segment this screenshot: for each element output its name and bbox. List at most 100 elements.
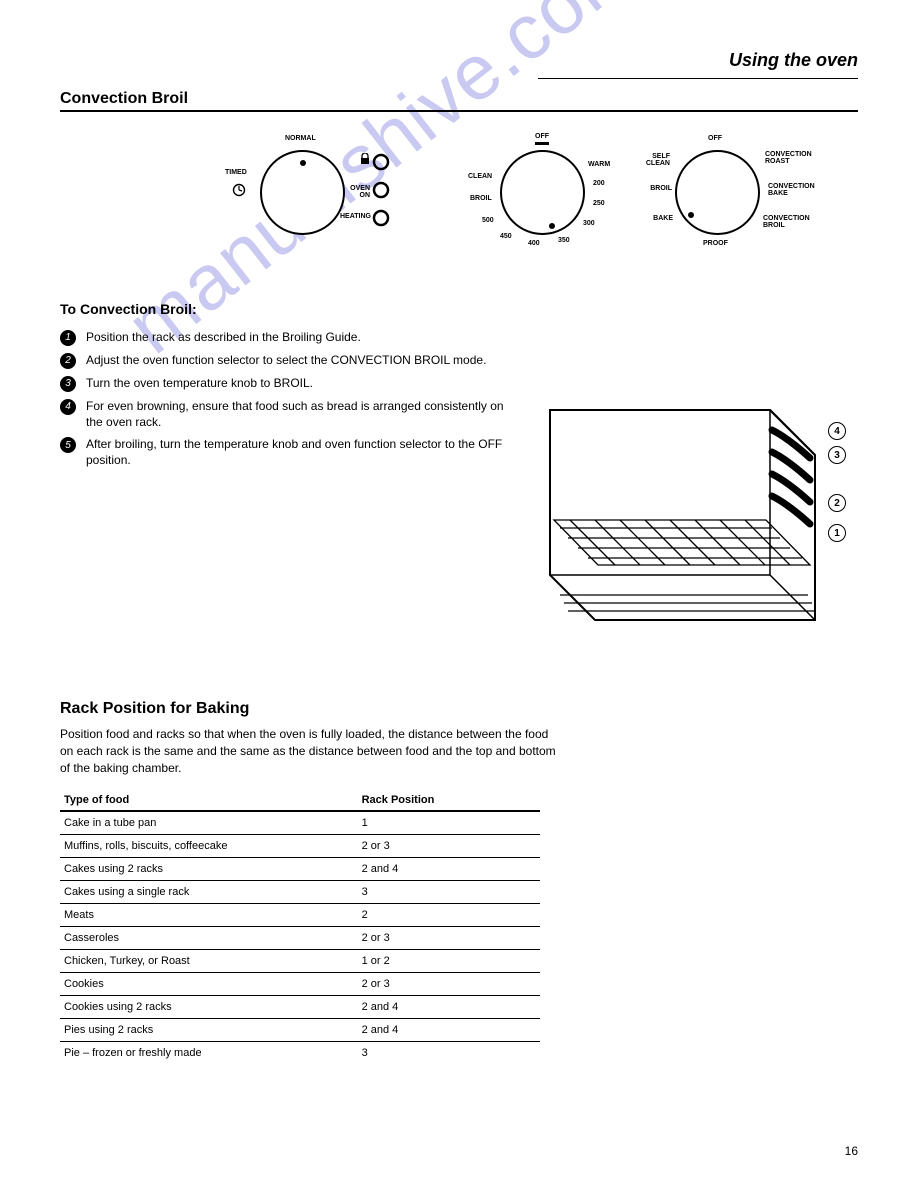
header-rule [538, 78, 858, 79]
heating-label: HEATING [340, 213, 370, 220]
lock-light-icon [372, 153, 390, 171]
baking-section: Rack Position for Baking Position food a… [60, 700, 560, 1064]
table-cell: 1 or 2 [358, 950, 540, 973]
step-text: Turn the oven temperature knob to BROIL. [86, 375, 313, 392]
table-header-food: Type of food [60, 788, 358, 811]
mode-self-clean: SELF CLEAN [638, 153, 670, 167]
rack-position-1: 1 [828, 524, 846, 542]
lock-icon [360, 153, 370, 165]
step-row: 4 For even browning, ensure that food suc… [60, 398, 520, 430]
table-row: Muffins, rolls, biscuits, coffeecake2 or… [60, 835, 540, 858]
table-cell: Cookies using 2 racks [60, 996, 358, 1019]
table-cell: 2 and 4 [358, 996, 540, 1019]
baking-text: Position food and racks so that when the… [60, 726, 560, 776]
steps-subtitle: To Convection Broil: [60, 300, 520, 319]
temp-250: 250 [593, 200, 605, 207]
table-cell: Cakes using a single rack [60, 881, 358, 904]
step-text: After broiling, turn the temperature kno… [86, 436, 520, 468]
table-cell: Casseroles [60, 927, 358, 950]
table-cell: 2 or 3 [358, 927, 540, 950]
mode-conv-roast: CONVECTION ROAST [765, 151, 820, 165]
temp-knob [500, 150, 585, 235]
step-text: Position the rack as described in the Br… [86, 329, 361, 346]
table-row: Chicken, Turkey, or Roast1 or 2 [60, 950, 540, 973]
rack-table: Type of food Rack Position Cake in a tub… [60, 788, 540, 1064]
table-row: Casseroles2 or 3 [60, 927, 540, 950]
step-number: 3 [60, 376, 76, 392]
mode-conv-broil: CONVECTION BROIL [763, 215, 818, 229]
table-cell: Pie – frozen or freshly made [60, 1042, 358, 1065]
timer-knob [260, 150, 345, 235]
rack-position-3: 3 [828, 446, 846, 464]
heating-light-icon [372, 209, 390, 227]
temp-300: 300 [583, 220, 595, 227]
step-row: 5 After broiling, turn the temperature kn… [60, 436, 520, 468]
rack-position-2: 2 [828, 494, 846, 512]
page-number: 16 [845, 1144, 858, 1158]
section-rule [60, 110, 858, 112]
table-cell: 3 [358, 881, 540, 904]
mode-bake: BAKE [648, 215, 673, 222]
table-row: Cake in a tube pan1 [60, 811, 540, 835]
table-cell: Cake in a tube pan [60, 811, 358, 835]
table-cell: 2 and 4 [358, 1019, 540, 1042]
step-row: 3 Turn the oven temperature knob to BROIL… [60, 375, 520, 392]
steps: To Convection Broil: 1 Position the rack … [60, 300, 520, 475]
oven-on-light-icon [372, 181, 390, 199]
table-cell: Cakes using 2 racks [60, 858, 358, 881]
step-text: Adjust the oven function selector to sel… [86, 352, 486, 369]
step-row: 1 Position the rack as described in the B… [60, 329, 520, 346]
temp-200: 200 [593, 180, 605, 187]
step-row: 2 Adjust the oven function selector to se… [60, 352, 520, 369]
knob-panel: NORMAL TIMED OVEN ON HEATING OFF WARM 20… [200, 125, 860, 275]
table-cell: Meats [60, 904, 358, 927]
step-number: 4 [60, 399, 76, 415]
knob-indicator-dot [549, 223, 555, 229]
step-number: 1 [60, 330, 76, 346]
table-row: Cakes using a single rack3 [60, 881, 540, 904]
step-text: For even browning, ensure that food such… [86, 398, 520, 430]
table-row: Cookies using 2 racks2 and 4 [60, 996, 540, 1019]
table-cell: 2 [358, 904, 540, 927]
clock-icon [232, 183, 246, 197]
table-cell: Cookies [60, 973, 358, 996]
temp-off-mark [535, 142, 549, 145]
table-header-position: Rack Position [358, 788, 540, 811]
mode-knob [675, 150, 760, 235]
knob-indicator-dot [300, 160, 306, 166]
page-header: Using the oven [729, 50, 858, 71]
table-header-row: Type of food Rack Position [60, 788, 540, 811]
mode-proof: PROOF [703, 240, 728, 247]
temp-off-label: OFF [535, 133, 549, 140]
temp-400: 400 [528, 240, 540, 247]
temp-warm: WARM [588, 161, 610, 168]
table-row: Cookies2 or 3 [60, 973, 540, 996]
table-cell: Muffins, rolls, biscuits, coffeecake [60, 835, 358, 858]
table-cell: 2 or 3 [358, 973, 540, 996]
temp-clean: CLEAN [468, 173, 492, 180]
table-cell: Chicken, Turkey, or Roast [60, 950, 358, 973]
table-cell: 3 [358, 1042, 540, 1065]
timer-label-timed: TIMED [225, 169, 247, 176]
oven-on-label: OVEN ON [340, 185, 370, 199]
temp-broil: BROIL [470, 195, 492, 202]
table-cell: 2 and 4 [358, 858, 540, 881]
page: manualshive.com Using the oven Convectio… [0, 0, 918, 1188]
table-row: Pie – frozen or freshly made3 [60, 1042, 540, 1065]
step-number: 5 [60, 437, 76, 453]
table-row: Pies using 2 racks2 and 4 [60, 1019, 540, 1042]
timer-label-normal: NORMAL [285, 135, 316, 142]
table-cell: 2 or 3 [358, 835, 540, 858]
temp-500: 500 [482, 217, 494, 224]
mode-broil: BROIL [642, 185, 672, 192]
mode-conv-bake: CONVECTION BAKE [768, 183, 823, 197]
table-row: Cakes using 2 racks2 and 4 [60, 858, 540, 881]
temp-350: 350 [558, 237, 570, 244]
rack-diagram: 4 3 2 1 [540, 400, 850, 660]
table-cell: Pies using 2 racks [60, 1019, 358, 1042]
mode-off: OFF [708, 135, 722, 142]
temp-450: 450 [500, 233, 512, 240]
step-number: 2 [60, 353, 76, 369]
section-title: Convection Broil [60, 90, 188, 108]
knob-indicator-dot [688, 212, 694, 218]
